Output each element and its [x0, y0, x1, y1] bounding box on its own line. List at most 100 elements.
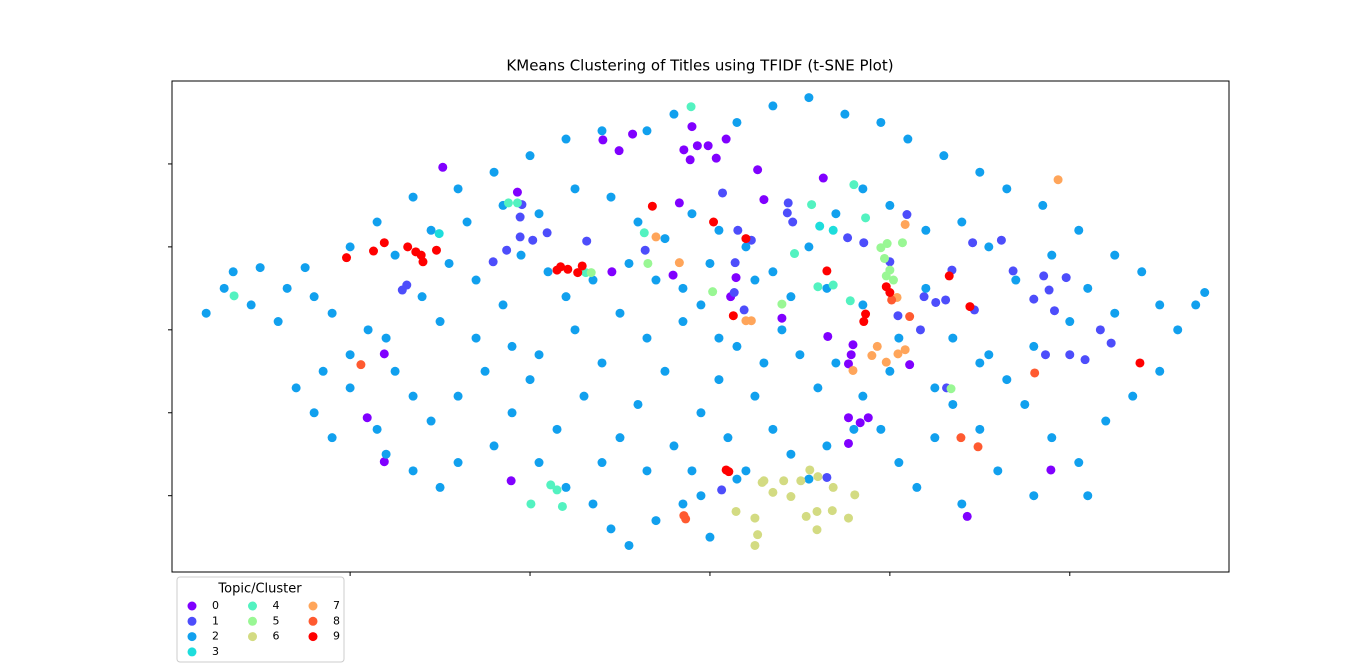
point: [804, 242, 814, 252]
point: [813, 472, 823, 482]
point: [453, 184, 463, 194]
point: [1106, 338, 1116, 348]
point: [488, 257, 498, 267]
point: [861, 213, 871, 223]
point: [714, 225, 724, 235]
point: [750, 513, 760, 523]
point: [759, 358, 769, 368]
point: [848, 340, 858, 350]
point: [900, 345, 910, 355]
point: [968, 238, 978, 248]
point: [948, 333, 958, 343]
point: [1046, 465, 1056, 475]
point: [757, 477, 767, 487]
point: [859, 238, 869, 248]
point: [356, 360, 366, 370]
point: [1039, 271, 1049, 281]
point: [921, 225, 931, 235]
point: [453, 458, 463, 468]
point: [786, 449, 796, 459]
point: [453, 391, 463, 401]
point: [1002, 184, 1012, 194]
point: [822, 266, 832, 276]
point: [905, 312, 915, 322]
point: [552, 424, 562, 434]
point: [651, 516, 661, 526]
point: [669, 441, 679, 451]
point: [993, 466, 1003, 476]
point: [615, 433, 625, 443]
point: [686, 102, 696, 112]
point: [1049, 306, 1059, 316]
point: [588, 275, 598, 285]
point: [786, 492, 796, 502]
legend-label: 8: [333, 614, 340, 627]
point: [582, 236, 592, 246]
legend-label: 4: [273, 599, 280, 612]
point: [741, 234, 751, 244]
point: [643, 258, 653, 268]
point: [1074, 458, 1084, 468]
point: [777, 325, 787, 335]
point: [728, 311, 738, 321]
point: [858, 184, 868, 194]
point: [1095, 325, 1105, 335]
point: [1128, 391, 1138, 401]
point: [1040, 350, 1050, 360]
point: [849, 424, 859, 434]
point: [679, 145, 689, 155]
point: [876, 424, 886, 434]
point: [768, 424, 778, 434]
point: [573, 268, 583, 278]
point: [561, 482, 571, 492]
point: [759, 195, 769, 205]
point: [1044, 285, 1054, 295]
point: [973, 442, 983, 452]
point: [732, 117, 742, 127]
point: [327, 308, 337, 318]
point: [777, 299, 787, 309]
point: [512, 198, 522, 208]
point: [741, 316, 751, 326]
point: [534, 458, 544, 468]
legend-title: Topic/Cluster: [217, 582, 302, 597]
point: [512, 187, 522, 197]
point: [318, 366, 328, 376]
point: [876, 117, 886, 127]
point: [796, 476, 806, 486]
point: [721, 134, 731, 144]
point: [975, 424, 985, 434]
point: [435, 482, 445, 492]
point: [633, 399, 643, 409]
point: [678, 283, 688, 293]
point: [1155, 300, 1165, 310]
point: [668, 270, 678, 280]
point: [309, 292, 319, 302]
point: [1047, 250, 1057, 260]
legend-box: [176, 576, 345, 663]
point: [818, 173, 828, 183]
point: [201, 308, 211, 318]
point: [1080, 355, 1090, 365]
legend-marker: [248, 616, 257, 626]
point: [946, 384, 956, 394]
point: [1002, 375, 1012, 385]
point: [812, 525, 822, 535]
point: [408, 466, 418, 476]
point: [229, 291, 239, 301]
point: [588, 499, 598, 509]
point: [561, 292, 571, 302]
point: [843, 233, 853, 243]
point: [801, 511, 811, 521]
point: [426, 225, 436, 235]
point: [1135, 358, 1145, 368]
point: [804, 474, 814, 484]
point: [872, 341, 882, 351]
point: [525, 375, 535, 385]
point: [345, 242, 355, 252]
point: [919, 292, 929, 302]
point: [827, 506, 837, 516]
point: [845, 296, 855, 306]
point: [692, 141, 702, 151]
